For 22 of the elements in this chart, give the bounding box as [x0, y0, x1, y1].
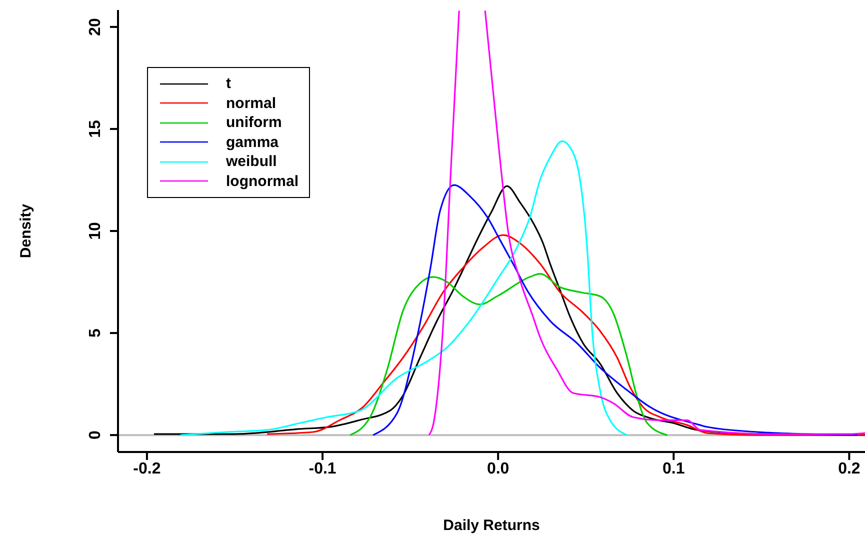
x-tick-label: -0.2	[133, 460, 161, 478]
x-tick-label: -0.1	[308, 460, 336, 478]
legend-label: lognormal	[226, 172, 299, 190]
legend-label: weibull	[226, 153, 277, 170]
line-series	[180, 140, 628, 436]
line-series	[349, 273, 668, 436]
legend-label: normal	[226, 94, 276, 112]
y-axis-title: Density	[17, 203, 34, 258]
x-tick-label: 0.1	[662, 460, 685, 478]
x-tick-label: 0.0	[486, 460, 510, 478]
y-tick-label: 15	[87, 120, 104, 138]
legend-label: uniform	[226, 114, 282, 132]
x-tick-label: 0.2	[838, 460, 860, 478]
legend-label: t	[226, 75, 231, 92]
x-axis-title: Daily Returns	[443, 517, 540, 534]
line-series	[266, 234, 865, 436]
y-tick-label: 5	[87, 328, 104, 338]
y-tick-label: 0	[87, 430, 104, 440]
y-tick-label: 20	[87, 18, 104, 36]
line-series	[372, 184, 858, 436]
legend-label: gamma	[226, 134, 279, 151]
y-tick-label: 10	[87, 222, 104, 240]
